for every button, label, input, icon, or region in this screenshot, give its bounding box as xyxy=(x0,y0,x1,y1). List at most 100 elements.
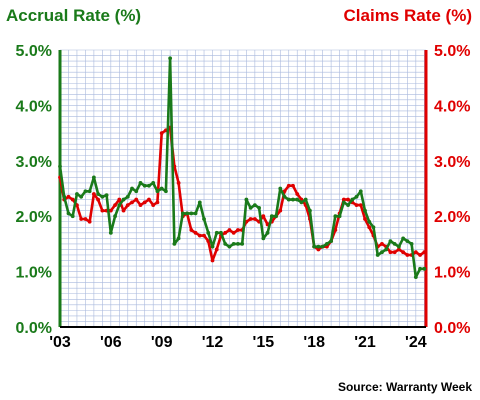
left-axis-title: Accrual Rate (%) xyxy=(6,6,142,25)
claims-point xyxy=(113,203,117,208)
accrual-point xyxy=(159,186,164,191)
accrual-point xyxy=(384,247,389,252)
accrual-point xyxy=(282,194,287,199)
accrual-point xyxy=(87,189,92,194)
claims-point xyxy=(147,197,151,202)
accrual-point xyxy=(252,203,257,208)
accrual-point xyxy=(354,194,359,199)
claims-point xyxy=(151,203,156,208)
accrual-point xyxy=(418,266,422,271)
claims-point xyxy=(197,233,202,238)
accrual-point xyxy=(70,214,75,219)
accrual-point xyxy=(261,236,266,241)
x-tick-label: '18 xyxy=(303,334,325,351)
claims-point xyxy=(405,253,410,257)
accrual-point xyxy=(324,242,329,246)
claims-point xyxy=(214,247,219,252)
accrual-point xyxy=(104,193,109,198)
claims-point xyxy=(252,217,257,221)
left-tick-label: 0.0% xyxy=(16,320,52,337)
right-tick-label: 1.0% xyxy=(434,265,470,282)
accrual-point xyxy=(257,205,261,210)
accrual-point xyxy=(214,230,219,235)
claims-point xyxy=(121,208,126,213)
claims-point xyxy=(96,197,101,202)
claims-point xyxy=(130,200,134,205)
claims-point xyxy=(388,250,393,255)
accrual-point xyxy=(91,175,96,180)
accrual-point xyxy=(138,181,143,185)
claims-point xyxy=(100,208,105,213)
accrual-point xyxy=(371,225,376,230)
claims-point xyxy=(346,197,350,202)
accrual-point xyxy=(380,250,384,255)
x-tick-label: '12 xyxy=(202,334,224,351)
accrual-point xyxy=(278,186,283,191)
accrual-point xyxy=(405,239,410,244)
accrual-point xyxy=(151,181,156,185)
accrual-point xyxy=(83,189,88,194)
accrual-point xyxy=(197,200,202,205)
claims-point xyxy=(125,203,130,208)
claims-point xyxy=(380,242,384,246)
accrual-point xyxy=(155,189,160,194)
right-axis-title: Claims Rate (%) xyxy=(343,6,472,25)
claims-point xyxy=(401,250,406,255)
claims-point xyxy=(316,247,321,252)
claims-point xyxy=(261,214,266,219)
accrual-point xyxy=(248,205,253,210)
left-tick-label: 5.0% xyxy=(16,43,52,60)
claims-point xyxy=(159,131,164,136)
right-tick-label: 5.0% xyxy=(434,43,470,60)
accrual-point xyxy=(350,197,355,202)
accrual-point xyxy=(58,164,62,169)
claims-point xyxy=(396,247,401,252)
accrual-point xyxy=(312,244,317,249)
x-tick-label: '21 xyxy=(354,334,376,351)
accrual-point xyxy=(295,197,300,202)
accrual-point xyxy=(147,183,151,188)
x-tick-label: '09 xyxy=(151,334,173,351)
claims-point xyxy=(210,258,215,263)
accrual-point xyxy=(269,214,274,219)
x-tick-label: '06 xyxy=(100,334,122,351)
claims-point xyxy=(108,208,113,213)
claims-point xyxy=(83,217,88,221)
accrual-point xyxy=(236,242,240,246)
accrual-point xyxy=(185,211,189,216)
accrual-point xyxy=(125,194,130,199)
accrual-point xyxy=(75,192,79,196)
right-tick-label: 4.0% xyxy=(434,98,470,115)
accrual-point xyxy=(240,242,245,246)
accrual-point xyxy=(202,217,206,221)
accrual-point xyxy=(388,239,393,244)
claims-point xyxy=(66,194,71,199)
accrual-point xyxy=(329,239,334,244)
accrual-point xyxy=(358,189,363,194)
source-note: Source: Warranty Week xyxy=(337,380,472,394)
claims-point xyxy=(223,230,228,235)
right-tick-label: 3.0% xyxy=(434,154,470,171)
accrual-point xyxy=(176,236,181,241)
claims-point xyxy=(155,200,160,205)
accrual-point xyxy=(168,56,173,61)
claims-point xyxy=(202,233,206,238)
right-tick-label: 2.0% xyxy=(434,209,470,226)
claims-point xyxy=(87,219,92,224)
accrual-point xyxy=(367,219,372,224)
accrual-point xyxy=(142,183,147,188)
accrual-point xyxy=(363,208,367,213)
accrual-point xyxy=(333,214,338,219)
claims-point xyxy=(176,181,181,185)
accrual-point xyxy=(231,242,236,246)
accrual-point xyxy=(62,194,67,199)
claims-point xyxy=(134,197,139,202)
accrual-point xyxy=(286,197,291,202)
accrual-point xyxy=(396,244,401,249)
claims-point xyxy=(358,203,363,208)
accrual-point xyxy=(401,236,406,241)
accrual-point xyxy=(320,244,325,249)
left-tick-label: 2.0% xyxy=(16,209,52,226)
accrual-point xyxy=(422,266,427,271)
accrual-point xyxy=(113,214,117,219)
